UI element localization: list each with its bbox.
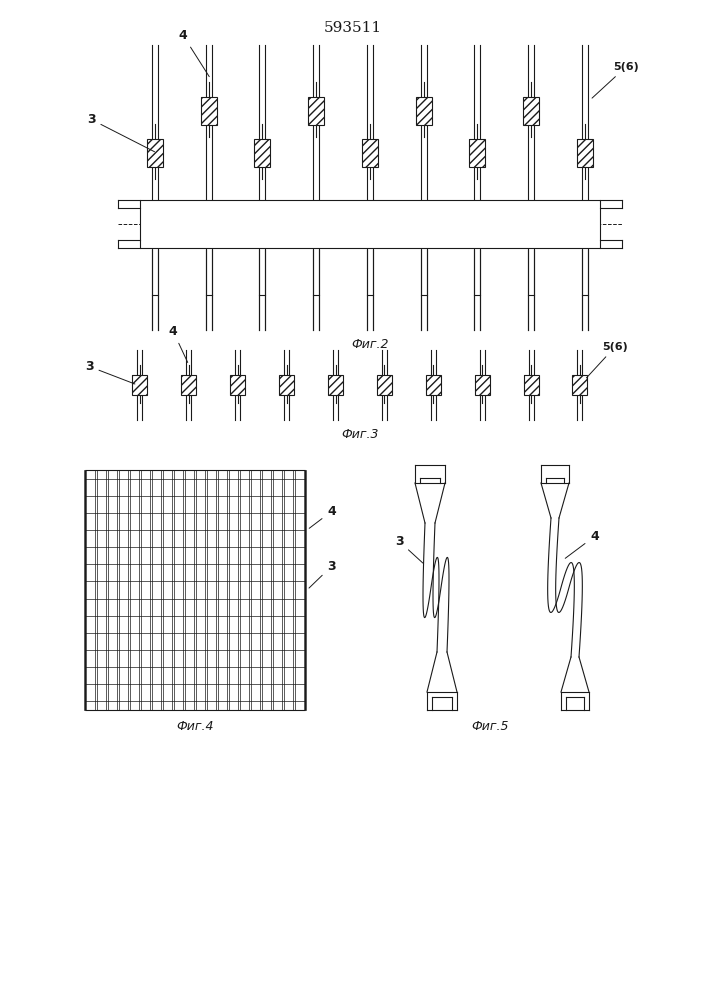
Bar	[362, 139, 378, 167]
Bar	[524, 375, 539, 395]
Bar	[328, 375, 343, 395]
Text: 3: 3	[395, 535, 423, 563]
Bar	[474, 375, 490, 395]
Bar	[85, 470, 305, 710]
Bar	[201, 97, 217, 125]
Bar	[182, 375, 197, 395]
Bar	[147, 139, 163, 167]
Text: Фиг.4: Фиг.4	[176, 720, 214, 733]
Bar	[132, 375, 148, 395]
Text: 3: 3	[87, 113, 155, 152]
Bar	[474, 375, 490, 395]
Text: 4: 4	[565, 530, 599, 558]
Bar	[279, 375, 294, 395]
Bar	[577, 139, 593, 167]
Text: 4: 4	[179, 29, 209, 77]
Bar	[416, 97, 432, 125]
Bar	[201, 97, 217, 125]
Bar	[308, 97, 325, 125]
Bar	[147, 139, 163, 167]
Bar	[182, 375, 197, 395]
Bar	[469, 139, 486, 167]
Bar	[377, 375, 392, 395]
Text: 3: 3	[85, 360, 135, 384]
Bar	[362, 139, 378, 167]
Bar	[469, 139, 486, 167]
Bar	[523, 97, 539, 125]
Text: 4: 4	[169, 325, 188, 362]
Bar	[377, 375, 392, 395]
Text: 593511: 593511	[324, 21, 382, 35]
Bar	[279, 375, 294, 395]
Text: Фиг.5: Фиг.5	[472, 720, 509, 733]
Bar	[426, 375, 441, 395]
Bar	[308, 97, 325, 125]
Bar	[426, 375, 441, 395]
Text: Фиг.2: Фиг.2	[351, 338, 389, 351]
Bar	[230, 375, 245, 395]
Text: 3: 3	[309, 560, 336, 588]
Bar	[230, 375, 245, 395]
Bar	[255, 139, 271, 167]
Bar	[573, 375, 588, 395]
Bar	[255, 139, 271, 167]
Text: 5(6): 5(6)	[586, 342, 628, 378]
Bar	[577, 139, 593, 167]
Bar	[523, 97, 539, 125]
Bar	[524, 375, 539, 395]
Text: 4: 4	[309, 505, 336, 528]
Bar	[140, 200, 600, 248]
Bar	[416, 97, 432, 125]
Text: Фиг.3: Фиг.3	[341, 428, 379, 441]
Text: 5(6): 5(6)	[592, 62, 638, 98]
Bar	[328, 375, 343, 395]
Bar	[132, 375, 148, 395]
Bar	[573, 375, 588, 395]
